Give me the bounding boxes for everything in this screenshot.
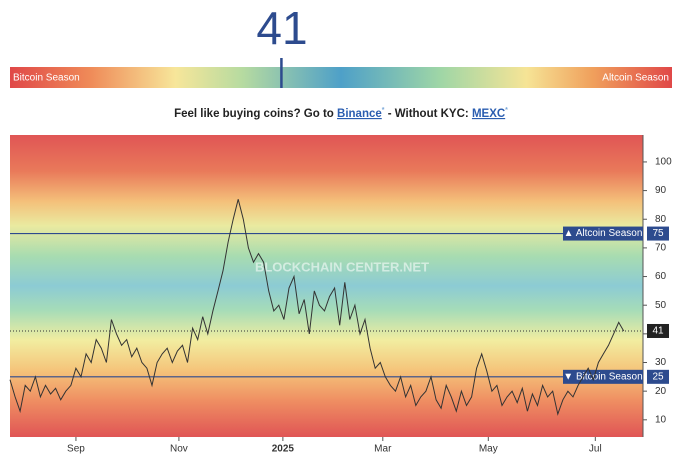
- x-tick-label: May: [479, 444, 498, 455]
- promo-text: - Without KYC:: [388, 108, 469, 120]
- mexc-link[interactable]: MEXC: [472, 108, 505, 120]
- y-tick-label: 80: [655, 214, 667, 225]
- promo-line: Feel like buying coins? Go to Binance* -…: [174, 104, 508, 120]
- x-tick-label: Nov: [170, 444, 188, 455]
- y-tick-label: 30: [655, 357, 667, 368]
- y-tick-label: 60: [655, 271, 667, 282]
- index-line: [9, 199, 625, 416]
- reference-value: 25: [652, 371, 664, 382]
- watermark: BLOCKCHAIN CENTER.NET: [255, 259, 429, 274]
- index-value: 41: [256, 2, 307, 54]
- promo-text: Feel like buying coins? Go to: [174, 108, 334, 120]
- plot-background: [10, 135, 643, 437]
- reference-label: ▼ Bitcoin Season: [563, 371, 642, 382]
- y-tick-label: 70: [655, 243, 667, 254]
- reference-value: 75: [652, 228, 664, 239]
- season-gradient: [10, 67, 672, 88]
- y-tick-label: 50: [655, 300, 667, 311]
- x-tick-label: Mar: [374, 444, 392, 455]
- bitcoin-season-label: Bitcoin Season: [13, 73, 80, 84]
- x-tick-label: Sep: [67, 444, 85, 455]
- reference-label-box: [563, 226, 643, 241]
- asterisk: *: [382, 107, 385, 114]
- x-tick-label: Jul: [589, 444, 602, 455]
- current-value: 41: [652, 326, 664, 337]
- current-value-box: [647, 323, 669, 338]
- y-tick-label: 90: [655, 185, 667, 196]
- y-tick-label: 20: [655, 386, 667, 397]
- x-tick-label: 2025: [272, 444, 295, 455]
- y-tick-label: 10: [655, 414, 667, 425]
- binance-link[interactable]: Binance: [337, 108, 382, 120]
- reference-label: ▲ Altcoin Season: [564, 228, 643, 239]
- reference-value-box: [647, 369, 669, 384]
- reference-value-box: [647, 226, 669, 241]
- asterisk: *: [505, 107, 508, 114]
- y-tick-label: 100: [655, 157, 672, 168]
- reference-label-box: [563, 369, 643, 384]
- altcoin-season-label: Altcoin Season: [602, 73, 669, 84]
